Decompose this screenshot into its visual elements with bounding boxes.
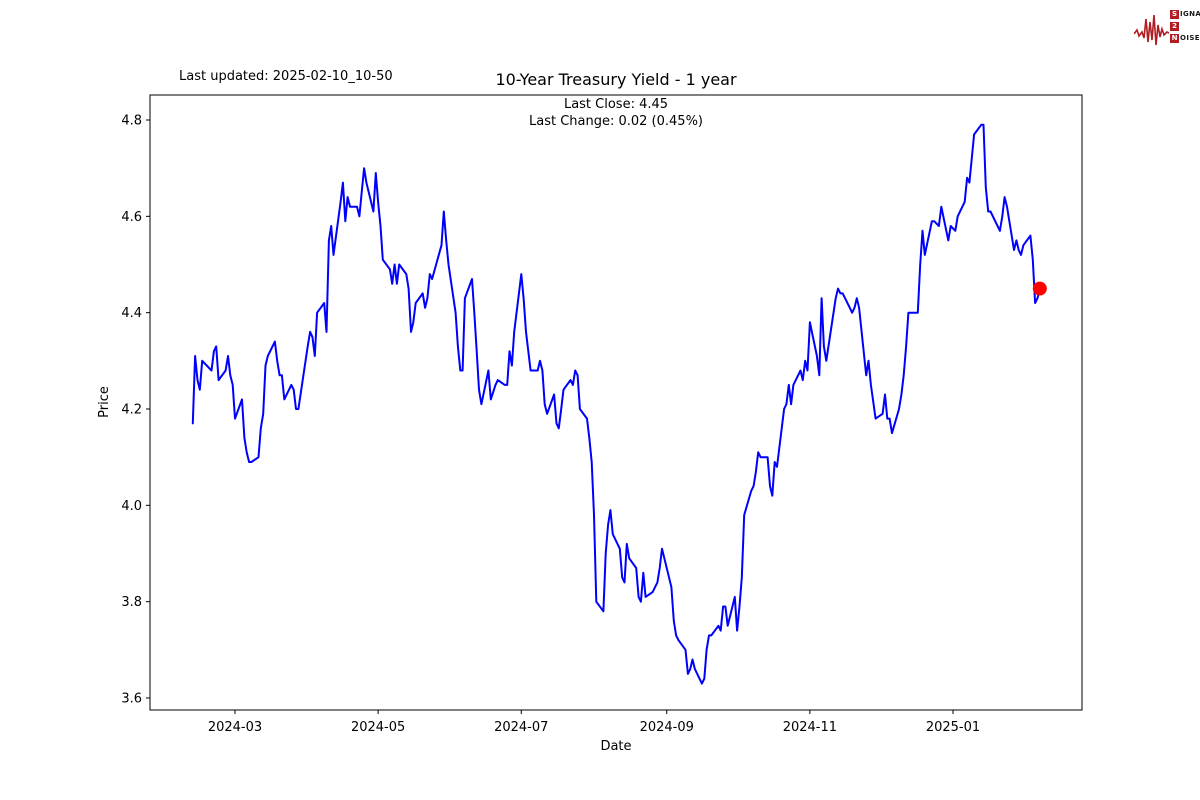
- logo-box-s: S: [1170, 9, 1179, 19]
- last-close-text: Last Close: 4.45: [563, 97, 669, 112]
- y-tick-label: 3.8: [121, 595, 142, 610]
- x-tick-label: 2024-07: [494, 720, 548, 735]
- x-axis-label: Date: [600, 739, 632, 754]
- last-price-marker: [1032, 281, 1047, 296]
- y-tick-label: 4.8: [121, 114, 142, 129]
- last-updated-text: Last updated: 2025-02-10_10-50: [179, 69, 393, 84]
- logo-box-2: 2: [1170, 21, 1179, 31]
- y-tick-label: 4.6: [121, 210, 142, 225]
- x-tick-label: 2024-09: [640, 720, 694, 735]
- price-line: [191, 123, 1041, 685]
- logo-box-n: N: [1170, 33, 1179, 43]
- chart-title: 10-Year Treasury Yield - 1 year: [495, 70, 737, 89]
- last-change-text: Last Change: 0.02 (0.45%): [528, 114, 703, 129]
- y-tick-label: 4.4: [121, 306, 142, 321]
- plot-border: [149, 94, 1083, 711]
- logo-line-signal: SIGNAL: [1170, 9, 1200, 19]
- x-axis-ticks: 2024-03 2024-05 2024-07 2024-09 2024-11 2025-…: [208, 710, 980, 735]
- x-tick-label: 2025-01: [926, 720, 980, 735]
- x-tick-label: 2024-05: [351, 720, 405, 735]
- x-tick-label: 2024-03: [208, 720, 262, 735]
- y-axis-ticks: 4.8 4.6 4.4 4.2 4.0 3.8 3.6: [121, 114, 150, 707]
- y-tick-label: 4.0: [121, 499, 142, 514]
- logo-line-2: 2: [1170, 20, 1200, 32]
- y-tick-label: 4.2: [121, 403, 142, 418]
- waveform-icon: [1134, 14, 1170, 46]
- logo-line-noise: N OISE: [1170, 33, 1200, 43]
- x-tick-label: 2024-11: [783, 720, 837, 735]
- y-tick-label: 3.6: [121, 692, 142, 707]
